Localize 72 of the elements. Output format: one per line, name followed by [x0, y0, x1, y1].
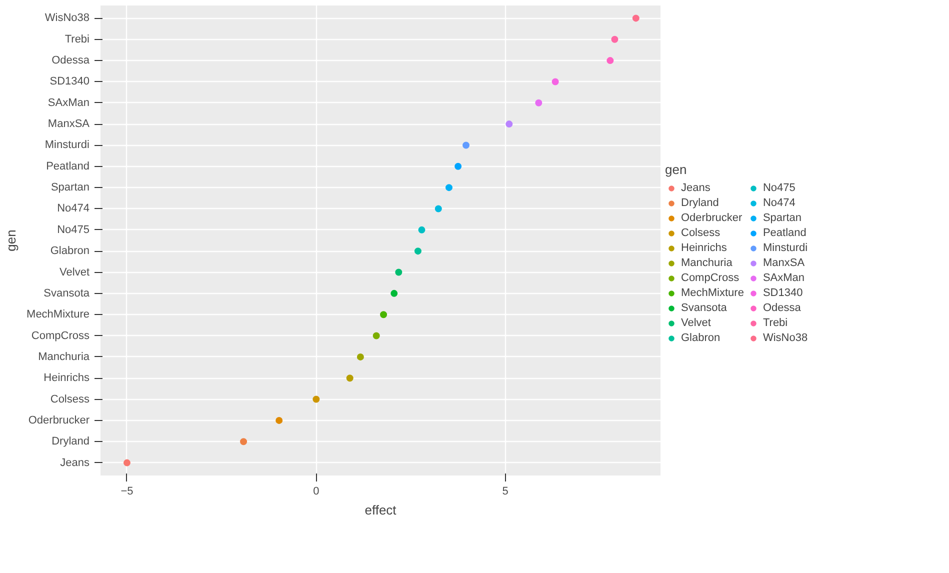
y-tick-label: Manchuria: [38, 350, 90, 363]
legend-label: No474: [762, 196, 796, 208]
y-tick-label: ManxSA: [48, 118, 90, 130]
point: [606, 57, 614, 64]
point: [506, 120, 513, 128]
y-tick-label: Heinrichs: [44, 372, 90, 384]
point: [462, 142, 470, 149]
point: [445, 184, 452, 192]
y-tick-label: Oderbrucker: [28, 414, 90, 426]
y-tick-label: Odessa: [52, 54, 90, 67]
legend-label: Peatland: [762, 226, 806, 238]
x-tick-label: 5: [502, 486, 508, 498]
point: [418, 226, 426, 234]
point: [535, 99, 542, 106]
point: [356, 353, 364, 360]
legend-label: Colsess: [681, 226, 720, 238]
point: [632, 14, 640, 22]
y-tick-label: Jeans: [60, 456, 90, 469]
legend-label: Glabron: [681, 332, 720, 344]
legend-label: ManxSA: [762, 256, 805, 268]
x-axis-title: effect: [364, 502, 397, 518]
point: [346, 374, 354, 382]
point: [434, 205, 442, 212]
y-tick-label: Peatland: [46, 160, 90, 172]
point: [414, 248, 422, 255]
legend-label: WisNo38: [762, 332, 808, 344]
y-tick-label: Velvet: [60, 266, 90, 278]
point: [240, 438, 248, 446]
legend-label: Minsturdi: [762, 242, 808, 254]
y-tick-label: CompCross: [31, 330, 90, 342]
y-tick-label: Spartan: [50, 182, 90, 194]
point: [276, 416, 283, 424]
legend-label: Velvet: [681, 316, 711, 328]
legend-label: Manchuria: [681, 256, 732, 268]
point: [123, 459, 130, 466]
y-tick-label: WisNo38: [44, 12, 90, 24]
legend-label: Dryland: [681, 196, 719, 208]
y-tick-label: Dryland: [52, 436, 90, 448]
x-tick-label: −5: [120, 486, 134, 498]
legend-label: No475: [762, 182, 796, 194]
legend-label: SD1340: [762, 286, 803, 298]
legend-label: Heinrichs: [681, 242, 727, 254]
legend-label: Spartan: [762, 212, 802, 224]
y-tick-label: MechMixture: [26, 308, 90, 321]
legend-label: CompCross: [681, 272, 740, 284]
legend-label: SAxMan: [762, 272, 805, 284]
legend-label: Odessa: [762, 302, 801, 314]
point: [390, 290, 398, 297]
legend-label: Oderbrucker: [681, 212, 742, 224]
point: [611, 36, 618, 43]
point: [552, 78, 559, 86]
point: [372, 332, 380, 340]
y-axis-title: gen: [4, 230, 19, 252]
y-tick-label: SD1340: [50, 76, 90, 88]
y-tick-label: SAxMan: [48, 96, 90, 109]
point: [454, 162, 462, 170]
legend-label: Svansota: [681, 302, 727, 314]
y-tick-label: Colsess: [50, 393, 90, 406]
y-tick-label: Trebi: [64, 33, 90, 46]
y-tick-label: No474: [57, 202, 90, 215]
y-tick-label: Glabron: [50, 245, 90, 258]
point: [380, 311, 388, 318]
y-tick-label: Minsturdi: [44, 139, 90, 152]
point: [395, 268, 402, 276]
y-tick-label: Svansota: [44, 287, 90, 300]
legend-label: MechMixture: [681, 286, 744, 298]
legend-label: Trebi: [762, 316, 788, 328]
legend-label: Jeans: [681, 182, 710, 194]
point: [312, 396, 320, 403]
x-tick-label: 0: [313, 486, 320, 498]
legend-title: gen: [665, 162, 688, 176]
y-tick-label: No475: [57, 224, 90, 236]
